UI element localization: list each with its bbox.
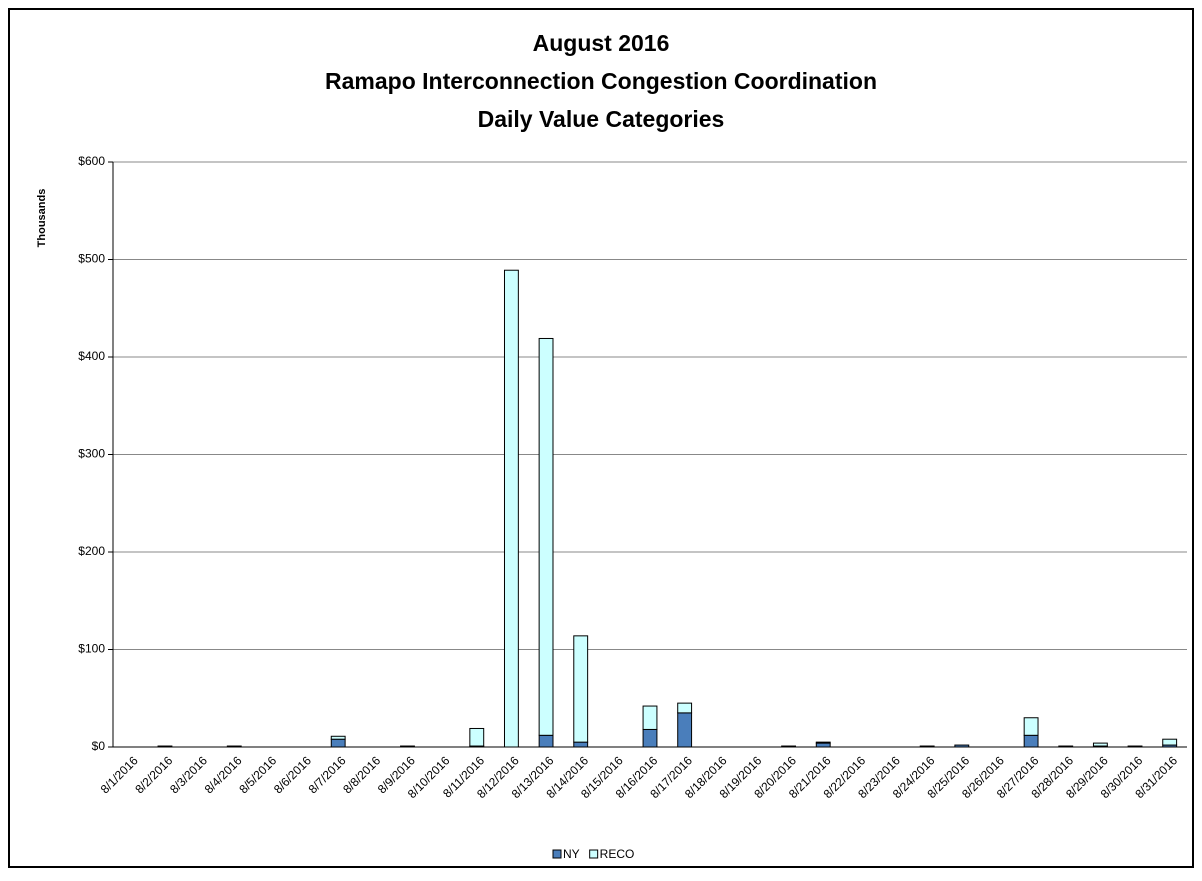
bar — [677, 712, 693, 748]
bar — [330, 738, 346, 748]
legend-swatch — [552, 849, 562, 859]
bar — [226, 745, 242, 748]
bar — [503, 269, 519, 748]
y-tick-label: $600 — [78, 154, 105, 168]
bar — [781, 745, 797, 748]
bar — [573, 741, 589, 748]
legend-label: NY — [563, 847, 580, 861]
bar — [642, 728, 658, 748]
bar — [677, 702, 693, 714]
chart-title: August 2016 — [533, 30, 670, 56]
y-tick-label: $300 — [78, 447, 105, 461]
bar — [1092, 742, 1108, 747]
y-tick-label: $0 — [92, 739, 106, 753]
bar — [1023, 717, 1039, 736]
y-tick-label: $400 — [78, 349, 105, 363]
chart-border — [8, 8, 1194, 868]
y-tick-label: $100 — [78, 642, 105, 656]
legend-label: RECO — [600, 847, 635, 861]
legend-swatch — [589, 849, 599, 859]
bar — [1023, 734, 1039, 748]
bar — [815, 742, 831, 748]
bar — [815, 741, 831, 744]
bar — [1162, 738, 1178, 746]
bar — [330, 735, 346, 740]
bar — [642, 705, 658, 730]
bar — [1058, 745, 1074, 748]
bar — [538, 734, 554, 748]
y-axis-label: Thousands — [36, 189, 48, 248]
chart-title: Daily Value Categories — [478, 106, 725, 132]
bar — [469, 727, 485, 747]
y-tick-label: $500 — [78, 252, 105, 266]
bar — [157, 745, 173, 748]
bar — [400, 745, 415, 748]
bar — [1127, 745, 1143, 748]
y-tick-label: $200 — [78, 544, 105, 558]
bar — [538, 337, 554, 736]
bar — [573, 635, 589, 743]
chart-title: Ramapo Interconnection Congestion Coordi… — [325, 68, 877, 94]
bar — [954, 744, 970, 748]
bar — [919, 745, 935, 748]
